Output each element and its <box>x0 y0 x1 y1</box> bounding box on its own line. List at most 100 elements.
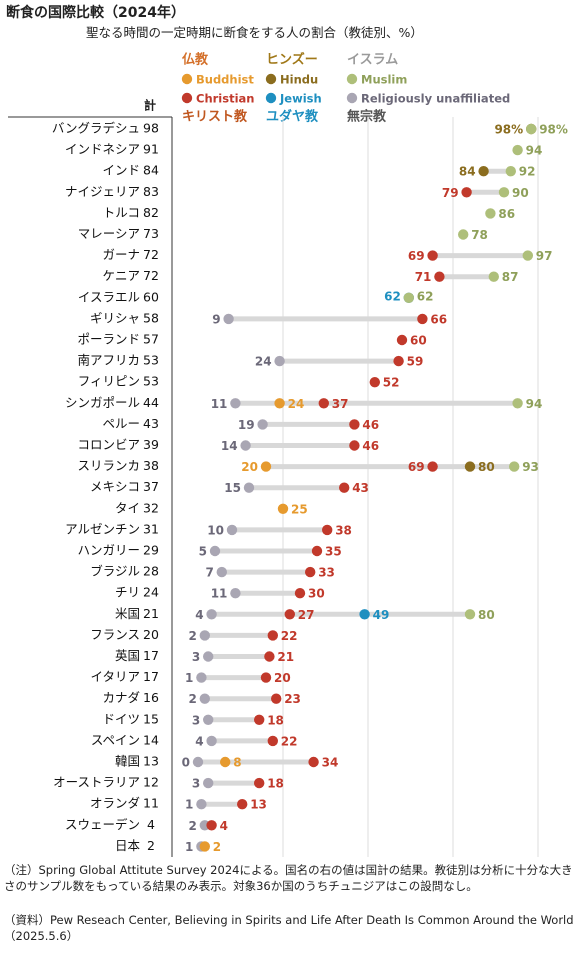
dot-muslim <box>403 292 414 303</box>
country-total: 43 <box>143 416 159 431</box>
dot-christian <box>349 440 360 451</box>
value-label-unaffiliated: 2 <box>188 629 196 643</box>
country-label: イスラエル <box>78 289 140 304</box>
dot-christian <box>427 250 438 261</box>
value-label-muslim: 90 <box>512 186 529 200</box>
value-label-christian: 69 <box>408 249 425 263</box>
value-label-muslim: 92 <box>519 165 536 179</box>
value-label-christian: 34 <box>322 756 339 770</box>
legend-dot-unaffiliated <box>346 92 358 104</box>
value-label-unaffiliated: 3 <box>192 713 200 727</box>
legend-dot-muslim <box>346 73 358 85</box>
dot-christian <box>237 799 248 810</box>
dot-hindu <box>478 166 489 177</box>
value-label-christian: 60 <box>410 334 427 348</box>
dot-christian <box>461 187 472 198</box>
footnote-source: （資料）Pew Reseach Center, Believing in Spi… <box>4 913 574 943</box>
dot-christian <box>311 545 323 557</box>
country-total: 53 <box>143 353 159 368</box>
dot-muslim <box>522 250 533 261</box>
country-label: スペイン <box>91 732 140 747</box>
country-total: 14 <box>143 732 159 747</box>
dot-unaffiliated <box>196 672 207 683</box>
value-label-christian: 18 <box>267 713 284 727</box>
value-label-christian: 38 <box>335 523 352 537</box>
legend-jp-muslim: イスラム <box>347 53 398 68</box>
value-label-hindu: 80 <box>478 460 495 474</box>
country-total: 21 <box>143 606 159 621</box>
country-label: ブラジル <box>90 564 140 579</box>
dot-christian <box>396 334 408 346</box>
country-label: オーストラリア <box>53 775 140 790</box>
dot-christian <box>339 482 350 493</box>
legend-jp-jewish: ユダヤ教 <box>266 109 319 125</box>
dot-buddhist <box>274 398 285 409</box>
dot-christian <box>322 524 333 536</box>
legend-label-buddhist: Buddhist <box>196 73 254 87</box>
country-label: シンガポール <box>65 395 140 410</box>
value-label-unaffiliated: 4 <box>195 734 203 748</box>
dot-christian <box>427 461 438 472</box>
value-label-muslim: 97 <box>536 249 553 263</box>
legend-label-christian: Christian <box>196 92 254 106</box>
value-label-hindu: 84 <box>459 165 476 179</box>
value-label-christian: 33 <box>318 566 335 580</box>
country-total: 13 <box>143 754 159 769</box>
dot-muslim <box>488 271 499 282</box>
dot-christian <box>294 588 306 599</box>
value-label-unaffiliated: 9 <box>212 312 220 326</box>
value-label-unaffiliated: 0 <box>182 756 190 770</box>
country-total: 84 <box>143 163 159 178</box>
country-label: メキシコ <box>90 479 140 494</box>
value-label-christian: 4 <box>220 819 228 833</box>
country-total: 58 <box>143 310 159 325</box>
country-label: イタリア <box>90 669 140 684</box>
value-label-unaffiliated: 1 <box>185 671 193 685</box>
dot-buddhist <box>220 756 231 768</box>
dot-christian <box>434 271 445 282</box>
value-label-christian: 23 <box>284 692 301 706</box>
footnote-note: （注）Spring Global Attitute Survey 2024による… <box>4 863 573 893</box>
value-label-muslim: 94 <box>526 397 543 411</box>
dot-hindu <box>464 461 476 472</box>
dot-christian <box>369 377 380 388</box>
value-label-muslim: 94 <box>526 144 543 158</box>
dot-christian <box>349 419 360 430</box>
country-label: 南アフリカ <box>77 353 140 368</box>
country-total: 12 <box>143 775 159 790</box>
dot-christian <box>254 714 265 725</box>
value-label-unaffiliated: 2 <box>188 819 196 833</box>
dot-unaffiliated <box>216 566 227 578</box>
dot-unaffiliated <box>223 313 234 325</box>
country-total: 29 <box>143 543 159 558</box>
country-total: 72 <box>143 268 159 283</box>
dot-christian <box>267 630 278 641</box>
value-label-unaffiliated: 14 <box>221 439 238 453</box>
legend-dot-christian <box>181 92 193 104</box>
value-label-muslim: 80 <box>478 608 495 622</box>
country-label: コロンビア <box>77 437 140 452</box>
value-label-unaffiliated: 15 <box>224 481 241 495</box>
dot-unaffiliated <box>226 524 238 536</box>
dot-unaffiliated <box>274 355 285 367</box>
dot-unaffiliated <box>199 693 210 704</box>
country-total: 2 <box>147 838 155 853</box>
value-label-christian: 59 <box>407 355 424 369</box>
country-total: 72 <box>143 247 159 262</box>
country-label: ポーランド <box>77 332 140 347</box>
dot-christian <box>260 672 272 683</box>
dot-unaffiliated <box>257 419 268 430</box>
country-total: 91 <box>143 142 159 157</box>
dot-unaffiliated <box>203 714 214 725</box>
value-label-christian: 20 <box>274 671 291 685</box>
value-label-christian: 52 <box>383 376 400 390</box>
dot-muslim <box>464 609 476 620</box>
dot-unaffiliated <box>230 398 241 409</box>
country-label: チリ <box>115 585 140 600</box>
value-label-unaffiliated: 11 <box>211 587 228 601</box>
country-label: ナイジェリア <box>65 184 140 199</box>
value-label-hindu: 98% <box>494 123 523 137</box>
legend-jp-christian: キリスト教 <box>182 109 248 125</box>
dot-unaffiliated <box>192 756 204 768</box>
value-label-unaffiliated: 3 <box>192 650 200 664</box>
